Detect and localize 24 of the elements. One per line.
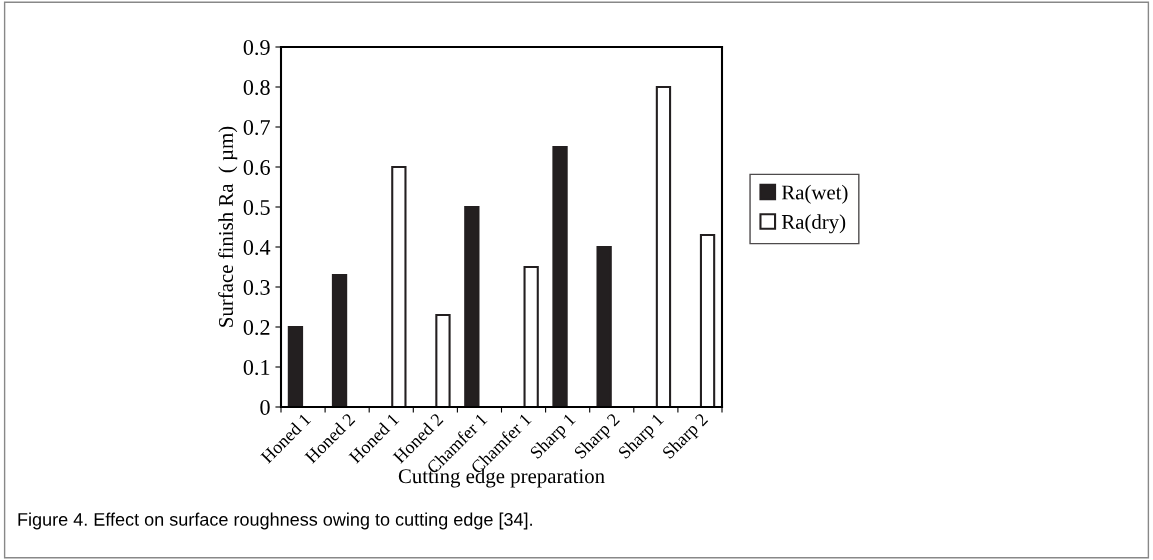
y-tick-label: 0.8 xyxy=(243,79,270,96)
y-tick-label: 0.6 xyxy=(243,159,270,176)
y-tick-label: 0.4 xyxy=(243,239,271,256)
bar xyxy=(391,165,407,407)
bar xyxy=(435,313,451,407)
y-tick-label: 0.1 xyxy=(243,359,270,376)
bar xyxy=(596,245,612,407)
bar xyxy=(331,273,348,407)
bar xyxy=(523,265,539,407)
bar xyxy=(552,145,568,407)
y-tick-label: 0.2 xyxy=(243,319,270,336)
y-tick-label: 0.7 xyxy=(243,119,270,136)
y-tick-label: 0 xyxy=(260,399,270,415)
y-tick-label: 0.9 xyxy=(243,39,270,56)
legend-label: Ra(dry) xyxy=(781,214,846,234)
y-tick-label: 0.5 xyxy=(243,199,270,216)
bar xyxy=(655,85,672,407)
bar xyxy=(699,233,716,407)
y-tick-label: 0.3 xyxy=(243,279,270,296)
y-axis-title: Surface finish Ra ( µm) xyxy=(218,126,238,327)
caption: Figure 4. Effect on surface roughness owing to cutting edge [34]. xyxy=(18,512,532,530)
legend-label: Ra(wet) xyxy=(781,184,848,204)
bar xyxy=(464,205,480,407)
bar xyxy=(287,325,304,407)
